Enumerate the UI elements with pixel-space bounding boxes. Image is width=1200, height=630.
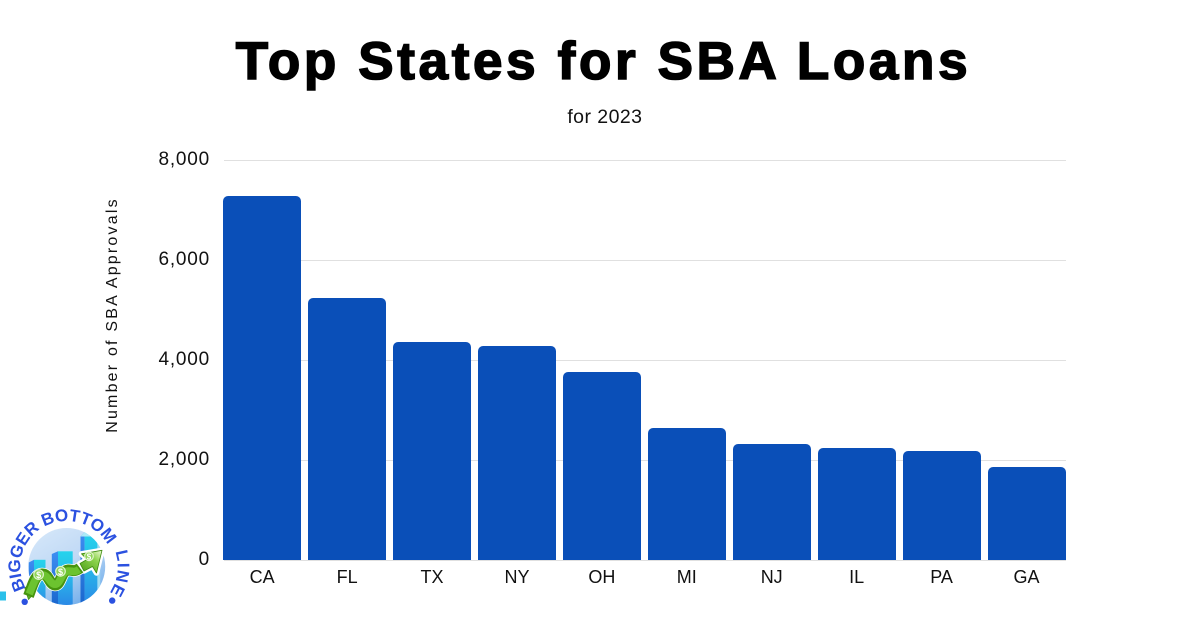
svg-text:LINE: LINE bbox=[106, 548, 132, 600]
svg-text:$: $ bbox=[36, 570, 41, 580]
svg-text:$: $ bbox=[87, 553, 92, 562]
svg-text:$: $ bbox=[58, 567, 63, 577]
